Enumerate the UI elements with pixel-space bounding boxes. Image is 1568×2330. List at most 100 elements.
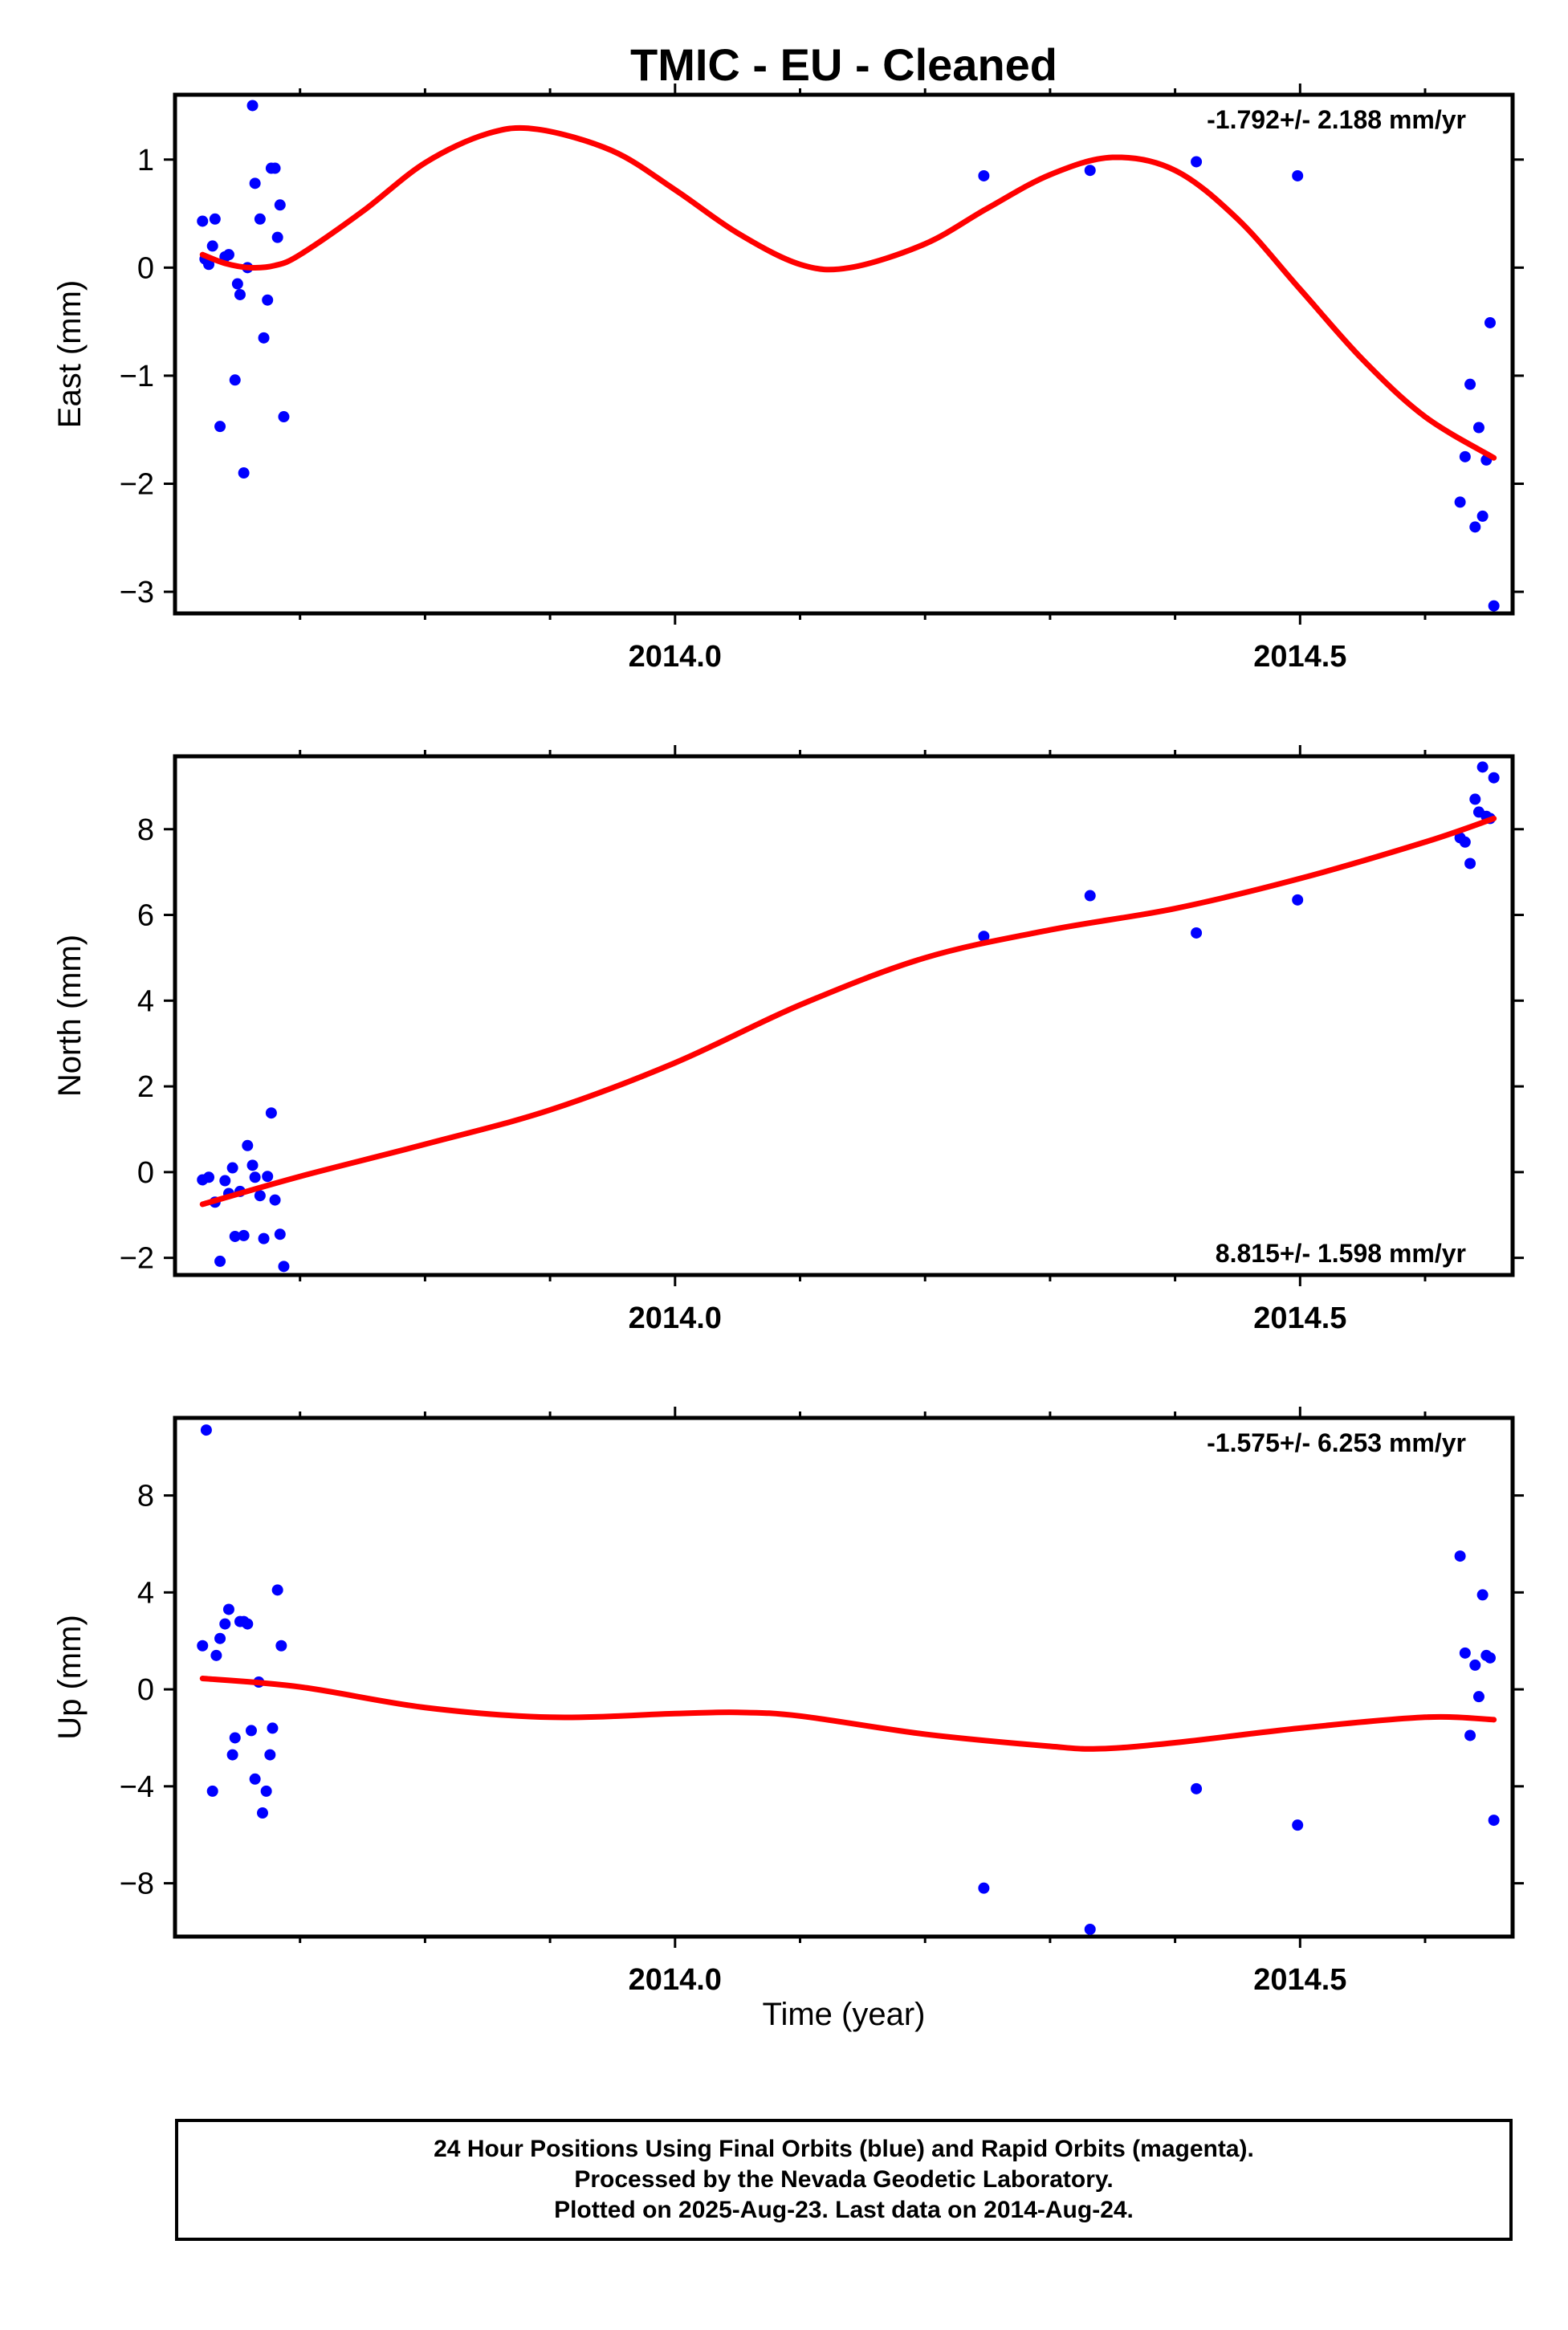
x-tick-label: 2014.5 <box>1253 640 1346 674</box>
y-tick-label: 0 <box>137 1673 154 1707</box>
chart-panels: 1 0 −1 −2 −3 2014.0 2014.5 East (mm) -1.792+/- 2… <box>52 84 1524 1997</box>
data-point <box>231 278 243 290</box>
data-point <box>1476 510 1489 522</box>
data-point <box>1292 169 1304 181</box>
data-point <box>203 1171 215 1183</box>
data-point <box>238 467 250 479</box>
data-point <box>264 1749 276 1761</box>
data-point <box>214 421 226 433</box>
data-point <box>1484 1652 1496 1664</box>
data-point <box>1459 450 1471 462</box>
y-tick-label: 4 <box>137 984 154 1018</box>
data-point <box>1191 1782 1203 1794</box>
data-point <box>1488 1815 1500 1827</box>
data-point <box>206 1785 218 1797</box>
data-point <box>262 1171 274 1183</box>
footer-box: 24 Hour Positions Using Final Orbits (bl… <box>175 2119 1513 2241</box>
data-point <box>245 1725 257 1737</box>
y-tick-label: −3 <box>120 576 154 609</box>
data-point <box>1292 1819 1304 1831</box>
data-point <box>1464 378 1476 390</box>
data-point <box>209 213 221 225</box>
data-point <box>978 931 990 943</box>
data-point <box>242 1139 254 1151</box>
rate-annotation: -1.792+/- 2.188 mm/yr <box>1207 105 1466 134</box>
data-point <box>269 162 281 174</box>
data-point <box>978 169 990 181</box>
plot-frame <box>173 754 1515 1277</box>
y-tick-label: 8 <box>137 1480 154 1513</box>
data-point <box>197 215 209 227</box>
footer-line-1: 24 Hour Positions Using Final Orbits (bl… <box>434 2136 1254 2162</box>
data-point <box>274 199 286 211</box>
data-point <box>1469 521 1481 533</box>
data-point <box>219 1618 231 1630</box>
footer-line-3: Plotted on 2025-Aug-23. Last data on 201… <box>554 2197 1134 2223</box>
data-point <box>222 249 234 261</box>
x-tick-label: 2014.0 <box>629 1963 722 1997</box>
panel-1: 1 0 −1 −2 −3 2014.0 2014.5 East (mm) -1.792+/- 2… <box>52 84 1524 674</box>
data-point <box>1459 836 1471 848</box>
data-point <box>1476 761 1489 773</box>
data-point <box>1488 772 1500 784</box>
data-point <box>258 332 270 344</box>
y-tick-label: 0 <box>137 1156 154 1190</box>
plot-frame <box>173 92 1515 616</box>
data-point <box>1472 1691 1485 1703</box>
y-axis-label: North (mm) <box>52 935 88 1097</box>
panel-3: 8 4 0 −4 −8 2014.0 2014.5 Up (mm) -1.575+/- 6.25… <box>52 1407 1524 1997</box>
y-tick-label: −2 <box>120 1242 154 1276</box>
data-point <box>1464 1729 1476 1741</box>
x-tick-label: 2014.0 <box>629 1301 722 1335</box>
data-point <box>271 1584 283 1596</box>
y-tick-label: 2 <box>137 1070 154 1104</box>
data-point <box>246 1159 259 1171</box>
rate-annotation: 8.815+/- 1.598 mm/yr <box>1216 1239 1466 1268</box>
fit-curve <box>199 1676 1497 1752</box>
y-axis-label: East (mm) <box>52 280 88 428</box>
data-point <box>214 1632 226 1644</box>
y-tick-label: 6 <box>137 899 154 933</box>
x-tick-label: 2014.0 <box>629 640 722 674</box>
data-point <box>274 1228 286 1240</box>
data-point <box>226 1749 238 1761</box>
y-tick-label: 0 <box>137 251 154 285</box>
data-point <box>265 1107 277 1119</box>
data-point <box>1476 1589 1489 1601</box>
data-point <box>262 294 274 306</box>
data-point <box>278 411 290 423</box>
data-point <box>210 1649 222 1661</box>
data-point <box>1469 793 1481 805</box>
data-point <box>203 259 215 271</box>
data-point <box>1084 890 1096 902</box>
plot-frame <box>173 1416 1515 1939</box>
data-point <box>1472 422 1485 434</box>
data-point <box>258 1232 270 1244</box>
data-point <box>214 1255 226 1267</box>
data-point <box>249 177 261 189</box>
data-point <box>1084 1923 1096 1935</box>
data-point <box>1454 1550 1466 1562</box>
fit-curve <box>199 815 1497 1208</box>
data-point <box>1469 1659 1481 1671</box>
data-point <box>256 1807 268 1819</box>
data-point <box>234 288 246 300</box>
data-point <box>242 1618 254 1630</box>
data-point <box>200 1424 212 1436</box>
data-point <box>254 213 266 225</box>
data-point <box>978 1882 990 1894</box>
data-point <box>269 1194 281 1206</box>
data-point <box>267 1722 279 1734</box>
data-point <box>206 240 218 252</box>
data-point <box>229 1732 241 1744</box>
x-axis-label: Time (year) <box>763 1997 926 2032</box>
data-point <box>275 1640 287 1652</box>
data-point <box>222 1603 234 1615</box>
y-tick-label: −2 <box>120 468 154 502</box>
data-point <box>219 1175 231 1187</box>
data-point <box>249 1171 261 1183</box>
data-point <box>254 1190 266 1202</box>
data-point <box>271 231 283 243</box>
data-point <box>249 1773 261 1785</box>
